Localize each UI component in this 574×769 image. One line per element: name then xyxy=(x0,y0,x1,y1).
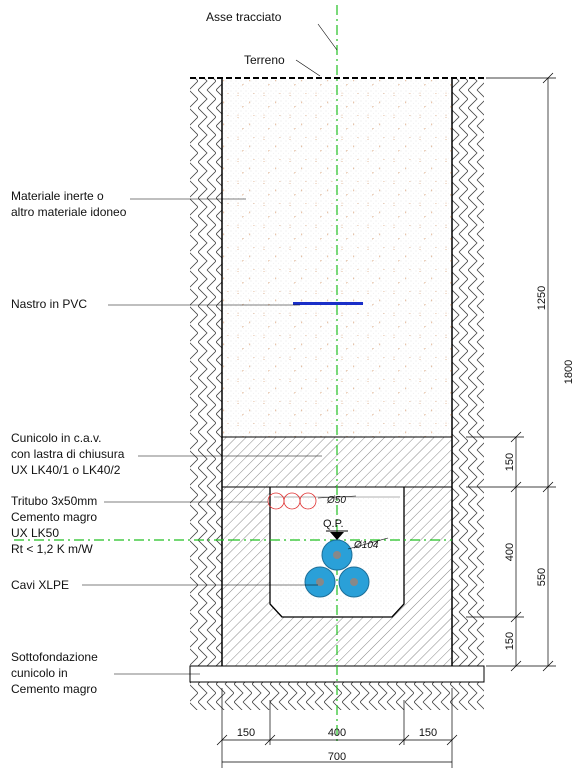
tube-diameter-label: Ø50 xyxy=(326,495,346,506)
dim-1250: 1250 xyxy=(536,286,548,310)
dim-bottom-total-700: 700 xyxy=(328,751,346,763)
tritubo-label-line2: Cemento magro xyxy=(11,510,97,524)
fill-label-line1: Materiale inerte o xyxy=(11,189,104,203)
qp-label: Q.P. xyxy=(323,518,344,530)
bottom-dimension-lines xyxy=(216,688,458,768)
pvc-tape xyxy=(293,302,363,305)
cunicolo-label-line1: Cunicolo in c.a.v. xyxy=(11,431,102,445)
ground-label: Terreno xyxy=(244,53,285,67)
dim-total-vertical: 1800 xyxy=(563,360,574,384)
soil-left xyxy=(190,78,222,668)
cunicolo-channel xyxy=(269,487,405,618)
dim-150-bottom: 150 xyxy=(504,632,516,650)
qp-marker xyxy=(330,532,344,540)
cable-diameter-label: Ø104 xyxy=(353,540,379,551)
soil-right xyxy=(452,78,484,668)
tritubo-label-line3: UX LK50 xyxy=(11,526,59,540)
cunicolo-label-line2: con lastra di chiusura xyxy=(11,447,125,461)
dim-bottom-400: 400 xyxy=(328,727,346,739)
sotto-label-line2: cunicolo in xyxy=(11,666,68,680)
dim-400-vertical: 400 xyxy=(504,543,516,561)
sotto-label-line3: Cemento magro xyxy=(11,682,97,696)
cunicolo-label-line3: UX LK40/1 o LK40/2 xyxy=(11,463,121,477)
dim-bottom-right-150: 150 xyxy=(419,727,437,739)
dim-150-top: 150 xyxy=(504,453,516,471)
axis-label: Asse tracciato xyxy=(206,10,282,24)
dim-bottom-left-150: 150 xyxy=(237,727,255,739)
tritubo-tube-3 xyxy=(299,492,317,510)
tritubo-label-line1: Tritubo 3x50mm xyxy=(11,494,97,508)
cables-label: Cavi XLPE xyxy=(11,578,69,592)
sotto-label-line1: Sottofondazione xyxy=(11,650,98,664)
pvc-tape-label: Nastro in PVC xyxy=(11,297,87,311)
fill-label-line2: altro materiale idoneo xyxy=(11,205,127,219)
tritubo-label-line4: Rt < 1,2 K m/W xyxy=(11,542,93,556)
right-dimension-lines xyxy=(466,72,556,672)
dim-550: 550 xyxy=(536,568,548,586)
